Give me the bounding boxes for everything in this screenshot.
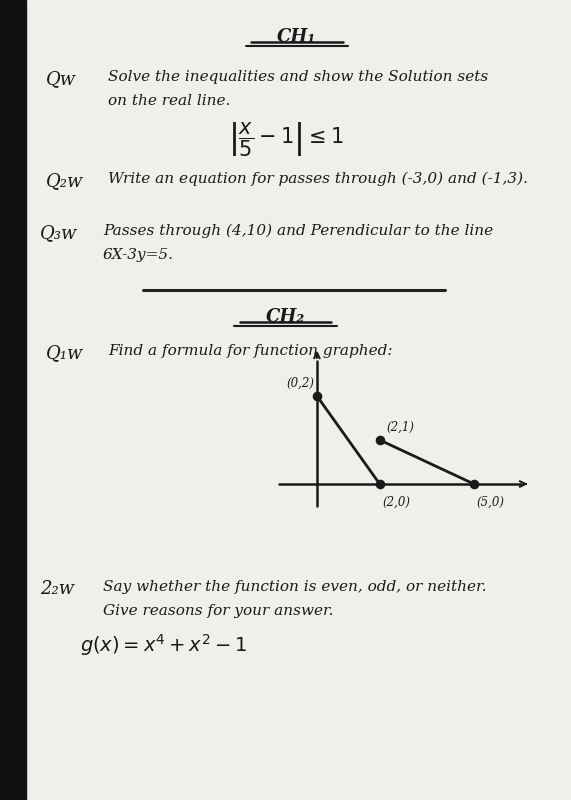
Text: Say whether the function is even, odd, or neither.: Say whether the function is even, odd, o… — [103, 580, 486, 594]
Point — [469, 478, 478, 490]
Point — [375, 478, 384, 490]
Text: 2₂ᴡ: 2₂ᴡ — [40, 580, 74, 598]
Text: CH₁: CH₁ — [278, 28, 316, 46]
Text: Give reasons for your answer.: Give reasons for your answer. — [103, 604, 333, 618]
Text: $\left|\dfrac{x}{5}-1\right|\leq 1$: $\left|\dfrac{x}{5}-1\right|\leq 1$ — [228, 120, 343, 158]
Point — [312, 390, 321, 402]
Text: CH₂: CH₂ — [266, 308, 305, 326]
Text: Solve the inequalities and show the Solution sets: Solve the inequalities and show the Solu… — [108, 70, 489, 84]
Text: Write an equation for passes through (-3,0) and (-1,3).: Write an equation for passes through (-3… — [108, 172, 529, 186]
Text: 6X-3y=5.: 6X-3y=5. — [103, 248, 174, 262]
Text: Q₁ᴡ: Q₁ᴡ — [46, 344, 83, 362]
Text: Q₂ᴡ: Q₂ᴡ — [46, 172, 83, 190]
Text: Find a formula for function graphed:: Find a formula for function graphed: — [108, 344, 393, 358]
Text: $g(x)=x^4+x^2-1$: $g(x)=x^4+x^2-1$ — [80, 632, 247, 658]
Text: (2,0): (2,0) — [383, 496, 411, 509]
Text: (0,2): (0,2) — [286, 377, 314, 390]
Text: Qᴡ: Qᴡ — [46, 70, 76, 88]
Text: (5,0): (5,0) — [477, 496, 505, 509]
Text: Passes through (4,10) and Perendicular to the line: Passes through (4,10) and Perendicular t… — [103, 224, 493, 238]
Text: Q₃ᴡ: Q₃ᴡ — [40, 224, 77, 242]
Point — [375, 434, 384, 446]
Text: on the real line.: on the real line. — [108, 94, 231, 108]
Bar — [0, 0, 26, 800]
Text: (2,1): (2,1) — [387, 421, 415, 434]
